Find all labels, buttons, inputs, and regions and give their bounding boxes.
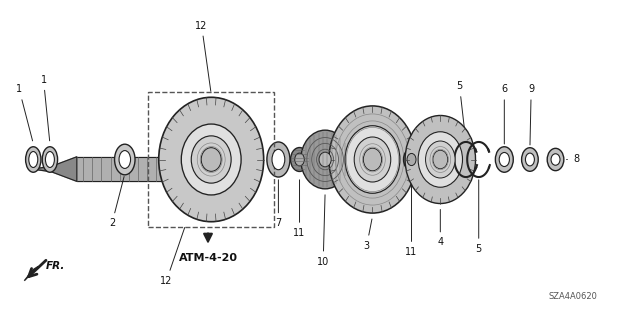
Ellipse shape [42, 147, 58, 172]
Ellipse shape [404, 149, 420, 170]
Text: 10: 10 [317, 195, 330, 267]
Text: 12: 12 [160, 227, 185, 286]
Ellipse shape [119, 151, 131, 168]
Ellipse shape [407, 153, 416, 166]
Ellipse shape [495, 147, 513, 172]
Text: 5: 5 [476, 180, 482, 254]
Text: 8: 8 [566, 154, 579, 165]
Ellipse shape [26, 147, 41, 172]
Ellipse shape [405, 115, 476, 204]
Text: 12: 12 [195, 20, 211, 91]
Ellipse shape [45, 152, 54, 167]
Text: SZA4A0620: SZA4A0620 [548, 292, 597, 301]
Ellipse shape [426, 141, 455, 178]
Ellipse shape [29, 152, 38, 167]
Text: 11: 11 [293, 180, 306, 238]
Ellipse shape [329, 106, 416, 213]
Ellipse shape [291, 147, 308, 172]
Ellipse shape [191, 136, 231, 183]
Ellipse shape [499, 152, 509, 167]
Ellipse shape [181, 124, 241, 195]
Ellipse shape [522, 148, 538, 171]
Ellipse shape [551, 154, 560, 165]
Text: 4: 4 [437, 210, 444, 248]
Text: 11: 11 [405, 184, 418, 257]
Ellipse shape [319, 152, 332, 167]
Ellipse shape [354, 137, 391, 182]
Text: 5: 5 [456, 81, 466, 139]
Ellipse shape [115, 144, 135, 175]
Text: 3: 3 [364, 219, 372, 251]
Text: 1: 1 [16, 84, 33, 141]
Text: ATM-4-20: ATM-4-20 [179, 253, 237, 263]
Text: 1: 1 [40, 75, 50, 141]
Text: 7: 7 [275, 180, 282, 228]
Ellipse shape [295, 153, 305, 166]
Ellipse shape [267, 142, 290, 177]
Ellipse shape [433, 150, 448, 169]
Ellipse shape [201, 148, 221, 171]
Ellipse shape [159, 97, 264, 222]
Text: 9: 9 [528, 84, 534, 145]
Polygon shape [32, 157, 77, 181]
Ellipse shape [345, 126, 400, 193]
Ellipse shape [547, 148, 564, 171]
Ellipse shape [525, 153, 534, 166]
Text: FR.: FR. [46, 261, 65, 271]
Text: 2: 2 [109, 176, 124, 228]
Text: 6: 6 [501, 84, 508, 144]
Polygon shape [24, 266, 38, 281]
Ellipse shape [364, 148, 381, 171]
Ellipse shape [301, 130, 349, 189]
Ellipse shape [418, 132, 463, 187]
Ellipse shape [272, 149, 285, 170]
